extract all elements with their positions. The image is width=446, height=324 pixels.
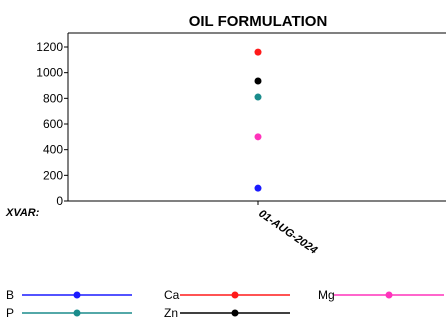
y-tick-label: 800: [43, 91, 63, 105]
legend-marker: [231, 309, 239, 317]
legend-item-ca: Ca: [164, 288, 290, 302]
legend-label: B: [6, 288, 14, 302]
legend-label: P: [6, 306, 14, 320]
y-tick-label: 1000: [36, 66, 63, 80]
legend-label: Mg: [318, 288, 335, 302]
x-axis-label: XVAR:: [5, 207, 40, 219]
legend-marker: [385, 291, 393, 299]
y-tick-label: 200: [43, 168, 63, 182]
y-tick-label: 600: [43, 117, 63, 131]
data-point-mg: [254, 133, 262, 141]
legend-item-p: P: [6, 306, 132, 320]
legend-marker: [73, 309, 81, 317]
data-point-b: [254, 184, 262, 192]
y-tick-label: 1200: [36, 40, 63, 54]
legend-marker: [231, 291, 239, 299]
legend-label: Zn: [164, 306, 178, 320]
legend-item-zn: Zn: [164, 306, 290, 320]
x-tick-label: 01-AUG-2024: [256, 208, 319, 257]
chart-title: OIL FORMULATION: [189, 13, 328, 30]
legend-item-b: B: [6, 288, 132, 302]
legend: B Ca Mg P Zn: [6, 288, 444, 320]
data-point-zn: [254, 77, 262, 85]
y-tick-label: 0: [56, 194, 63, 208]
data-point-p: [254, 93, 262, 101]
plot-axes: 0 200 400 600 800 1000 1200 01-AUG-2024: [36, 32, 446, 257]
y-tick-label: 400: [43, 143, 63, 157]
legend-label: Ca: [164, 288, 180, 302]
legend-marker: [73, 291, 81, 299]
legend-item-mg: Mg: [318, 288, 444, 302]
data-point-ca: [254, 48, 262, 56]
data-points: [254, 48, 262, 192]
